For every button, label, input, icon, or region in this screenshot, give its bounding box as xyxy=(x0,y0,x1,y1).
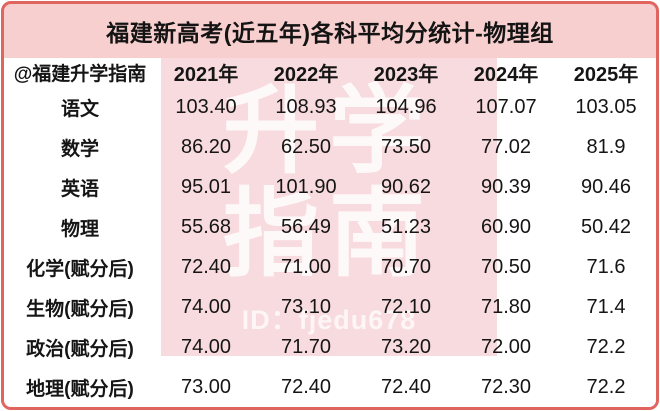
score-cell: 108.93 xyxy=(275,95,337,118)
table-row: 数学 86.20 62.50 73.50 77.02 81.9 xyxy=(4,127,656,167)
score-cell: 70.70 xyxy=(380,255,432,278)
score-cell: 62.50 xyxy=(280,135,332,158)
subject-label: 政治(赋分后) xyxy=(26,338,134,360)
score-cell: 72.10 xyxy=(380,295,432,318)
score-cell: 51.23 xyxy=(380,215,432,238)
subject-label: 化学(赋分后) xyxy=(26,258,134,280)
score-cell: 90.39 xyxy=(480,175,532,198)
table-body: 语文 103.40 108.93 104.96 107.07 103.05 数学 86.20 6… xyxy=(4,87,656,407)
table-area: 升学 指南 ID：fjedu678 @福建升学指南 2021年 2022年 20… xyxy=(4,58,656,407)
score-cell: 73.20 xyxy=(380,335,432,358)
score-cell: 72.30 xyxy=(480,375,532,398)
score-table: @福建升学指南 2021年 2022年 2023年 2024年 2025年 语文… xyxy=(4,58,656,407)
score-cell: 86.20 xyxy=(180,135,232,158)
title-bar: 福建新高考(近五年)各科平均分统计-物理组 xyxy=(4,4,656,58)
score-cell: 72.2 xyxy=(586,335,626,358)
score-cell: 95.01 xyxy=(180,175,232,198)
score-cell: 50.42 xyxy=(580,215,632,238)
score-cell: 71.70 xyxy=(280,335,332,358)
score-cell: 81.9 xyxy=(586,135,626,158)
table-row: 地理(赋分后) 73.00 72.40 72.40 72.30 72.2 xyxy=(4,367,656,407)
table-row: 语文 103.40 108.93 104.96 107.07 103.05 xyxy=(4,87,656,127)
score-cell: 90.46 xyxy=(580,175,632,198)
score-cell: 74.00 xyxy=(180,295,232,318)
score-cell: 103.05 xyxy=(575,95,637,118)
column-header-2024: 2024年 xyxy=(473,64,539,86)
score-cell: 73.50 xyxy=(380,135,432,158)
column-header-2022: 2022年 xyxy=(273,64,339,86)
score-cell: 71.6 xyxy=(586,255,626,278)
score-cell: 71.00 xyxy=(280,255,332,278)
score-cell: 56.49 xyxy=(280,215,332,238)
subject-label: 数学 xyxy=(60,138,99,160)
subject-label: 生物(赋分后) xyxy=(26,298,134,320)
score-cell: 77.02 xyxy=(480,135,532,158)
page-title: 福建新高考(近五年)各科平均分统计-物理组 xyxy=(106,20,554,46)
score-cell: 55.68 xyxy=(180,215,232,238)
column-header-2025: 2025年 xyxy=(573,64,639,86)
score-cell: 103.40 xyxy=(175,95,237,118)
score-cell: 90.62 xyxy=(380,175,432,198)
table-row: 英语 95.01 101.90 90.62 90.39 90.46 xyxy=(4,167,656,207)
score-cell: 101.90 xyxy=(275,175,337,198)
score-cell: 72.40 xyxy=(180,255,232,278)
score-cell: 72.40 xyxy=(380,375,432,398)
subject-label: 物理 xyxy=(60,218,99,240)
column-header-2021: 2021年 xyxy=(173,64,239,86)
score-cell: 107.07 xyxy=(475,95,537,118)
score-cell: 73.10 xyxy=(280,295,332,318)
score-cell: 72.00 xyxy=(480,335,532,358)
table-row: 生物(赋分后) 74.00 73.10 72.10 71.80 71.4 xyxy=(4,287,656,327)
score-cell: 71.4 xyxy=(586,295,626,318)
table-header-row: @福建升学指南 2021年 2022年 2023年 2024年 2025年 xyxy=(4,58,656,87)
score-cell: 104.96 xyxy=(375,95,437,118)
table-row: 物理 55.68 56.49 51.23 60.90 50.42 xyxy=(4,207,656,247)
score-cell: 70.50 xyxy=(480,255,532,278)
score-cell: 71.80 xyxy=(480,295,532,318)
score-cell: 72.40 xyxy=(280,375,332,398)
subject-label: 地理(赋分后) xyxy=(26,378,134,400)
score-cell: 73.00 xyxy=(180,375,232,398)
score-cell: 60.90 xyxy=(480,215,532,238)
subject-label: 英语 xyxy=(60,178,99,200)
score-cell: 72.2 xyxy=(586,375,626,398)
subject-label: 语文 xyxy=(60,98,99,120)
corner-label: @福建升学指南 xyxy=(13,64,147,85)
score-cell: 74.00 xyxy=(180,335,232,358)
table-row: 化学(赋分后) 72.40 71.00 70.70 70.50 71.6 xyxy=(4,247,656,287)
column-header-2023: 2023年 xyxy=(373,64,439,86)
table-row: 政治(赋分后) 74.00 71.70 73.20 72.00 72.2 xyxy=(4,327,656,367)
